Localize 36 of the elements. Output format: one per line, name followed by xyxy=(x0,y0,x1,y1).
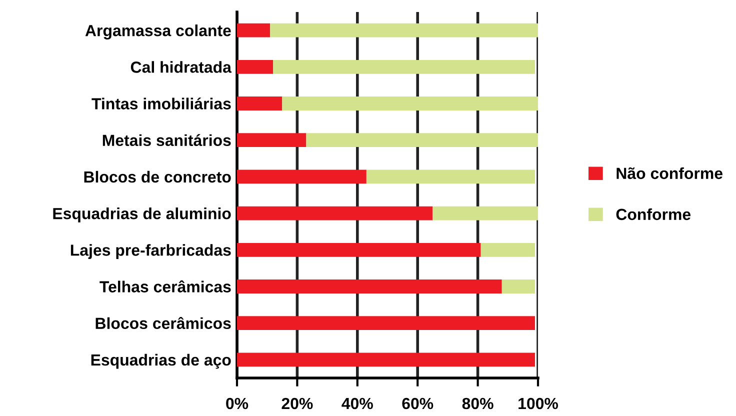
x-tick-label: 100% xyxy=(518,398,558,410)
y-tick-label: Blocos cerâmicos xyxy=(96,316,231,330)
bar xyxy=(273,60,535,74)
y-tick-label: Lajes pre-farbricadas xyxy=(70,244,231,259)
bar xyxy=(237,96,282,110)
bar xyxy=(237,280,502,294)
bar xyxy=(306,133,538,148)
bar xyxy=(432,206,538,220)
bar xyxy=(237,316,535,330)
bar xyxy=(237,60,274,74)
y-tick-label: Tintas imobiliárias xyxy=(92,98,231,110)
bar xyxy=(270,23,538,38)
bar xyxy=(237,206,433,220)
bar xyxy=(237,352,535,367)
bar xyxy=(237,23,270,38)
x-tick-label: 40% xyxy=(342,398,373,410)
legend-label: Conforme xyxy=(616,208,691,220)
bar xyxy=(502,280,535,294)
bar xyxy=(237,133,306,148)
x-tick-label: 60% xyxy=(402,398,434,410)
y-tick-label: Cal hidratada xyxy=(130,61,232,73)
y-tick-label: Esquadrias de aluminio xyxy=(53,208,231,222)
x-tick-label: 80% xyxy=(462,398,494,410)
legend-label: Não conforme xyxy=(616,167,722,180)
y-tick-label: Argamassa colante xyxy=(85,24,231,40)
x-tick-label: 20% xyxy=(282,398,313,410)
x-tick-label: 0% xyxy=(226,398,248,410)
y-tick-label: Esquadrias de aço xyxy=(91,354,231,369)
bar xyxy=(237,242,481,257)
bar xyxy=(282,96,538,110)
bar xyxy=(480,242,535,257)
bar xyxy=(237,170,366,184)
y-tick-label: Telhas cerâmicas xyxy=(100,280,231,292)
bar xyxy=(366,170,535,184)
y-tick-label: Metais sanitários xyxy=(102,134,231,146)
y-tick-label: Blocos de concreto xyxy=(84,170,231,183)
